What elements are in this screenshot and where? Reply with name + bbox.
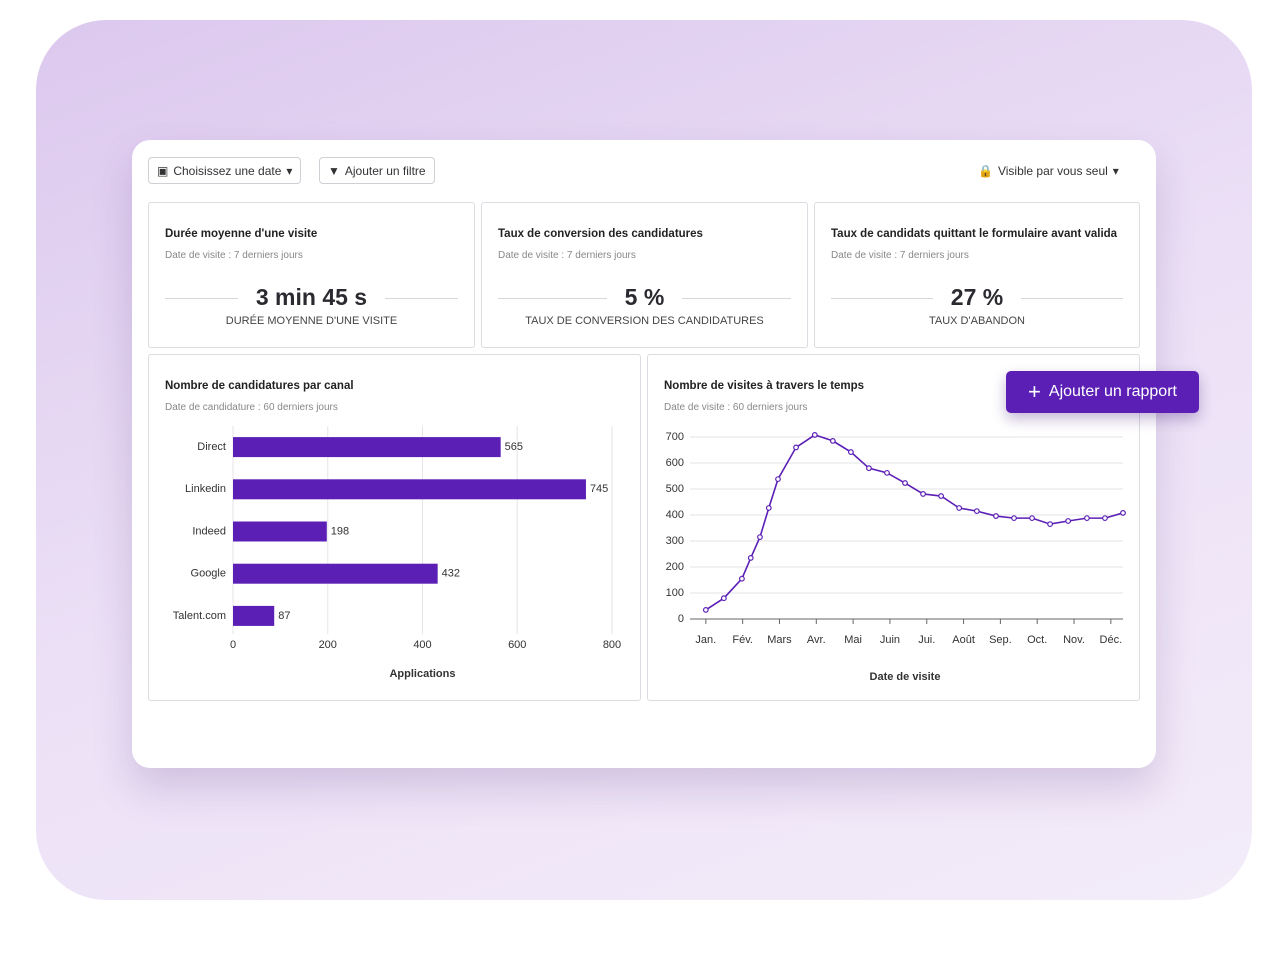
filter-button-label: Ajouter un filtre — [344, 163, 426, 178]
filter-icon: ▼ — [328, 163, 340, 178]
caret: ▾ — [1112, 163, 1119, 178]
kpi-subtitle: Date de visite : 7 derniers jours — [831, 250, 969, 261]
kpi-title: Durée moyenne d'une visite — [165, 228, 318, 240]
filter-button[interactable]: ▼ Ajouter un filtre — [319, 157, 435, 184]
kpi-value: 5 % — [606, 284, 683, 310]
kpi-card: Durée moyenne d'une visite Date de visit… — [148, 202, 475, 348]
kpi-subtitle: Date de visite : 7 derniers jours — [498, 250, 636, 261]
chart-card: Nombre de candidatures par canal Date de… — [148, 354, 641, 701]
kpi-card: Taux de candidats quittant le formulaire… — [814, 202, 1140, 348]
kpi-subtitle: Date de visite : 7 derniers jours — [165, 250, 303, 261]
add-report-button[interactable]: + Ajouter un rapport — [1006, 371, 1199, 413]
chart-title: Nombre de candidatures par canal — [165, 380, 354, 392]
caret: ▾ — [286, 163, 293, 178]
chart-subtitle: Date de visite : 60 derniers jours — [664, 402, 808, 413]
chart-subtitle: Date de candidature : 60 derniers jours — [165, 402, 338, 413]
chart-title: Nombre de visites à travers le temps — [664, 380, 865, 392]
plus-icon: + — [1028, 379, 1041, 404]
kpi-title: Taux de candidats quittant le formulaire… — [831, 228, 1118, 240]
kpi-label: TAUX DE CONVERSION DES CANDIDATURES — [525, 315, 764, 327]
kpi-value: 27 % — [932, 284, 1022, 310]
kpi-value: 3 min 45 s — [237, 284, 386, 310]
kpi-title: Taux de conversion des candidatures — [498, 228, 703, 240]
kpi-card: Taux de conversion des candidatures Date… — [481, 202, 808, 348]
calendar-icon: ▣ — [157, 163, 169, 178]
visibility-button[interactable]: 🔒 Visible par vous seul ▾ — [970, 157, 1127, 184]
date-button[interactable]: ▣ Choisissez une date ▾ — [148, 157, 302, 184]
visibility-label: Visible par vous seul — [997, 163, 1108, 178]
date-button-label: Choisissez une date — [173, 163, 282, 178]
lock-icon: 🔒 — [978, 163, 993, 178]
kpi-label: DURÉE MOYENNE D'UNE VISITE — [225, 315, 398, 327]
add-report-label: Ajouter un rapport — [1048, 383, 1177, 400]
kpi-label: TAUX D'ABANDON — [928, 315, 1026, 327]
